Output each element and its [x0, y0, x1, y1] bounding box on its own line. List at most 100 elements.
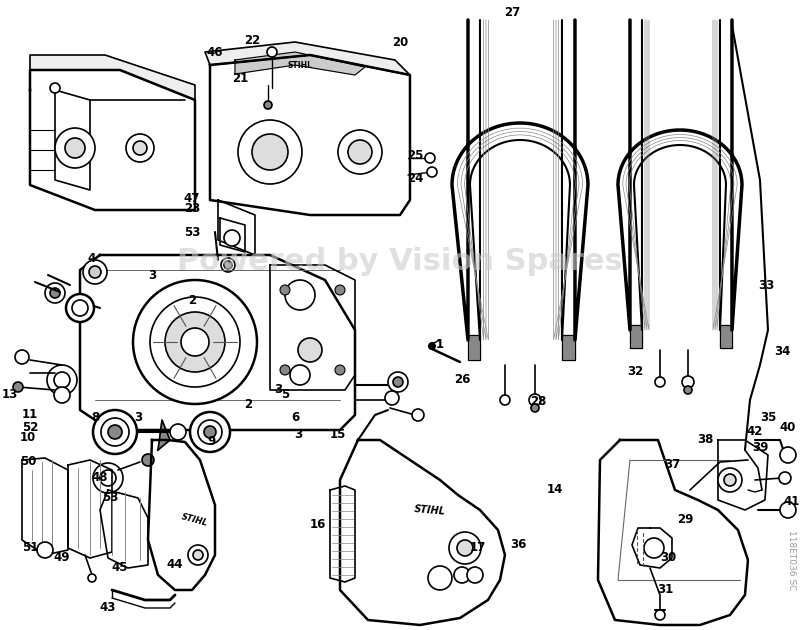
Circle shape — [335, 285, 345, 295]
Text: 29: 29 — [677, 513, 693, 527]
Circle shape — [780, 502, 796, 518]
Text: 14: 14 — [546, 483, 563, 496]
Text: 37: 37 — [664, 459, 680, 471]
Text: STIHL: STIHL — [414, 503, 446, 517]
Polygon shape — [30, 55, 195, 100]
Circle shape — [224, 230, 240, 246]
Text: 26: 26 — [454, 374, 470, 386]
Circle shape — [133, 280, 257, 404]
Circle shape — [500, 395, 510, 405]
Text: 21: 21 — [232, 72, 248, 84]
Circle shape — [428, 566, 452, 590]
Circle shape — [198, 420, 222, 444]
Circle shape — [108, 425, 122, 439]
Text: 17: 17 — [470, 542, 486, 554]
Text: 24: 24 — [406, 171, 423, 185]
Circle shape — [425, 153, 435, 163]
Polygon shape — [340, 440, 505, 625]
Text: 22: 22 — [244, 33, 260, 47]
Text: 1: 1 — [436, 338, 444, 352]
Text: 6: 6 — [291, 411, 299, 425]
Text: 28: 28 — [530, 396, 546, 408]
Circle shape — [252, 134, 288, 170]
Polygon shape — [158, 420, 170, 450]
Text: 11: 11 — [22, 408, 38, 421]
Polygon shape — [22, 458, 68, 555]
Circle shape — [264, 101, 272, 109]
Circle shape — [393, 377, 403, 387]
Circle shape — [93, 410, 137, 454]
Text: 43: 43 — [100, 602, 116, 614]
Circle shape — [724, 474, 736, 486]
Text: 9: 9 — [208, 435, 216, 449]
Circle shape — [50, 83, 60, 93]
Text: 49: 49 — [54, 551, 70, 564]
Text: 35: 35 — [760, 411, 776, 425]
Circle shape — [280, 365, 290, 375]
Circle shape — [682, 376, 694, 388]
Circle shape — [718, 468, 742, 492]
Text: 2: 2 — [188, 294, 196, 307]
Circle shape — [72, 300, 88, 316]
Text: 23: 23 — [184, 202, 200, 214]
Circle shape — [13, 382, 23, 392]
Circle shape — [93, 463, 123, 493]
Circle shape — [449, 532, 481, 564]
Circle shape — [88, 574, 96, 582]
Text: 48: 48 — [92, 471, 108, 484]
Circle shape — [204, 426, 216, 438]
Text: 34: 34 — [774, 345, 790, 358]
Circle shape — [83, 260, 107, 284]
Circle shape — [290, 365, 310, 385]
Circle shape — [15, 350, 29, 364]
Circle shape — [238, 120, 302, 184]
Text: 30: 30 — [660, 551, 676, 564]
Text: 38: 38 — [697, 433, 713, 447]
Text: 53: 53 — [184, 226, 200, 239]
Polygon shape — [80, 255, 355, 430]
Text: 53: 53 — [102, 491, 118, 505]
Polygon shape — [218, 200, 255, 255]
Circle shape — [412, 409, 424, 421]
Text: 50: 50 — [20, 455, 36, 469]
Circle shape — [427, 167, 437, 177]
Circle shape — [54, 387, 70, 403]
Polygon shape — [718, 440, 768, 510]
Polygon shape — [100, 490, 148, 568]
Circle shape — [780, 447, 796, 463]
Text: 27: 27 — [504, 6, 520, 18]
Text: STIHL: STIHL — [287, 60, 313, 69]
Text: 118ET036 SC: 118ET036 SC — [787, 530, 797, 590]
Circle shape — [467, 567, 483, 583]
Text: 8: 8 — [91, 411, 99, 425]
Circle shape — [338, 130, 382, 174]
Polygon shape — [68, 460, 112, 558]
Circle shape — [47, 365, 77, 395]
Text: 10: 10 — [20, 432, 36, 445]
Circle shape — [385, 391, 399, 405]
Text: 46: 46 — [206, 45, 223, 59]
Text: 36: 36 — [510, 539, 526, 551]
Text: 40: 40 — [780, 421, 796, 435]
Text: 52: 52 — [22, 421, 38, 435]
Text: 3: 3 — [134, 411, 142, 425]
Text: 13: 13 — [2, 389, 18, 401]
Circle shape — [37, 542, 53, 558]
Polygon shape — [210, 55, 410, 215]
Circle shape — [50, 288, 60, 298]
Polygon shape — [562, 335, 575, 360]
Circle shape — [165, 312, 225, 372]
Circle shape — [55, 128, 95, 168]
Circle shape — [54, 372, 70, 388]
Circle shape — [126, 134, 154, 162]
Text: Powered by Vision Spares: Powered by Vision Spares — [177, 247, 623, 276]
Polygon shape — [598, 440, 748, 625]
Circle shape — [224, 261, 232, 269]
Circle shape — [388, 372, 408, 392]
Text: 3: 3 — [294, 428, 302, 442]
Text: 47: 47 — [184, 192, 200, 205]
Polygon shape — [270, 265, 355, 390]
Circle shape — [779, 472, 791, 484]
Text: 51: 51 — [22, 542, 38, 554]
Circle shape — [655, 610, 665, 620]
